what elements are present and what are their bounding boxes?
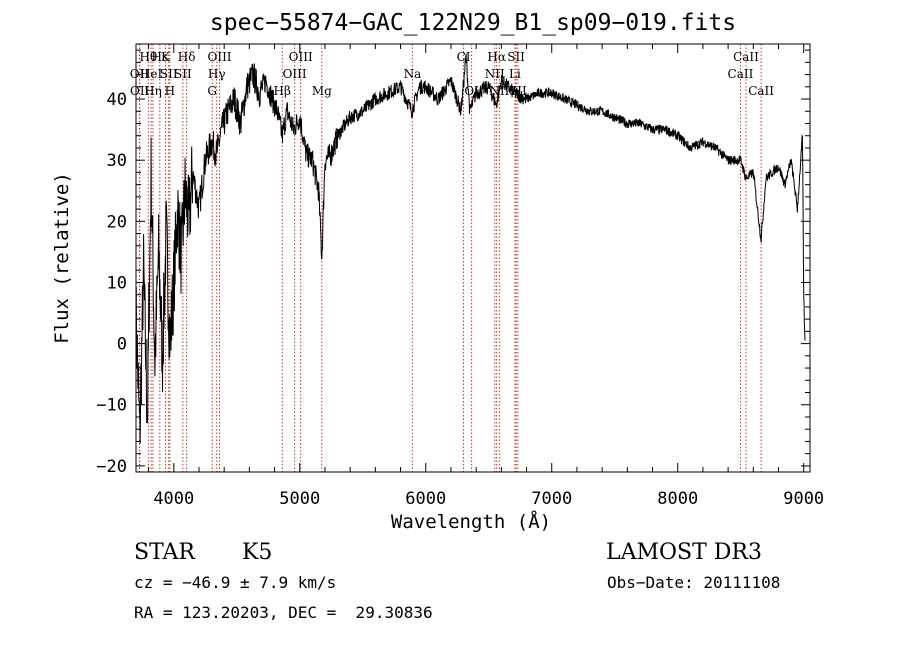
line-label-15: OIII — [283, 67, 307, 81]
line-label-17: Mg — [312, 84, 332, 98]
line-label-25: Li — [509, 67, 521, 81]
x-tick-label-2: 6000 — [405, 489, 446, 509]
line-label-18: Na — [404, 67, 422, 81]
y-tick-label-1: −10 — [96, 396, 127, 416]
x-tick-label-4: 8000 — [657, 489, 698, 509]
line-label-22: NII — [485, 67, 505, 81]
line-label-9: Hδ — [178, 50, 196, 64]
y-axis-label: Flux (relative) — [51, 172, 73, 344]
y-tick-label-2: 0 — [117, 335, 127, 355]
line-label-2: Hθ — [139, 50, 157, 64]
y-tick-label-4: 20 — [107, 212, 127, 232]
line-label-3: HeI — [140, 67, 163, 81]
obs-date-readout: Obs−Date: 20111108 — [607, 573, 781, 592]
line-label-27: CaII — [733, 50, 759, 64]
axis-tick-labels: 4000 5000 6000 7000 8000 9000 −20 −10 0 10 20 30 40 — [96, 90, 824, 509]
line-label-0: OII — [130, 67, 150, 81]
redshift-readout: cz = −46.9 ± 7.9 km/s — [134, 573, 337, 592]
line-label-6: K — [161, 50, 171, 64]
emission-line-markers — [138, 44, 762, 472]
line-label-28: CaII — [728, 67, 754, 81]
x-tick-label-0: 4000 — [153, 489, 194, 509]
y-tick-label-6: 40 — [107, 90, 127, 110]
line-label-14: Hβ — [274, 84, 291, 98]
line-label-5: Hε — [151, 50, 168, 64]
line-label-12: Hγ — [208, 67, 226, 81]
class-label: STAR — [134, 540, 195, 565]
line-label-24: SII — [507, 50, 525, 64]
line-label-4: Hη — [144, 84, 162, 98]
y-tick-label-0: −20 — [96, 457, 127, 477]
y-tick-label-3: 10 — [107, 273, 127, 293]
line-label-10: SII — [174, 67, 192, 81]
survey-label: LAMOST DR3 — [606, 540, 762, 565]
x-tick-label-3: 7000 — [531, 489, 572, 509]
radec-readout: RA = 123.20203, DEC = 29.30836 — [134, 603, 433, 622]
x-tick-label-1: 5000 — [279, 489, 320, 509]
line-label-11: OIII — [207, 50, 231, 64]
line-label-21: Hα — [487, 50, 506, 64]
spectrum-line — [135, 53, 806, 444]
x-tick-label-5: 9000 — [783, 489, 824, 509]
line-label-7: SII — [160, 67, 178, 81]
x-axis-label: Wavelength (Å) — [391, 510, 551, 533]
line-label-19: CI — [457, 50, 471, 64]
line-label-8: H — [165, 84, 175, 98]
subclass-label: K5 — [242, 540, 273, 565]
line-label-1: OII — [130, 84, 150, 98]
y-tick-label-5: 30 — [107, 151, 127, 171]
line-label-29: CaII — [748, 84, 774, 98]
line-label-16: OIII — [289, 50, 313, 64]
chart-title: spec−55874−GAC_122N29_B1_sp09−019.fits — [209, 10, 737, 36]
line-label-13: G — [207, 84, 217, 98]
